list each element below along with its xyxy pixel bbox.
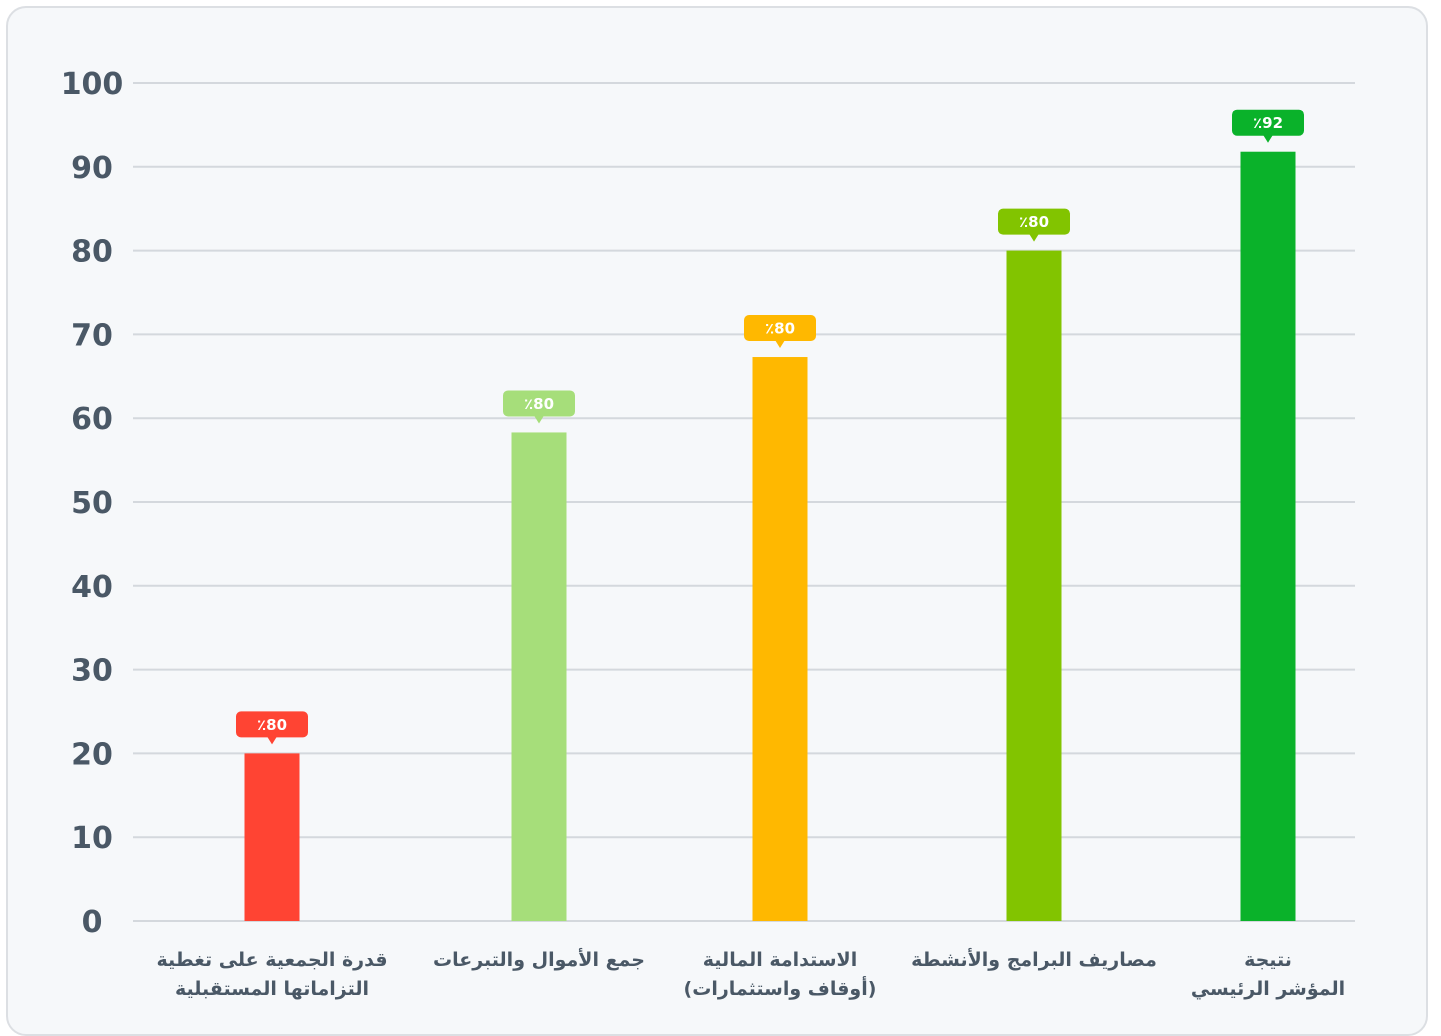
data-label-badge: ٪80 xyxy=(744,315,816,349)
category-label: قدرة الجمعية على تغطية xyxy=(156,949,387,971)
y-tick-label: 70 xyxy=(71,318,113,353)
badge-background xyxy=(998,208,1070,235)
badge-background xyxy=(1232,109,1304,136)
y-tick-label: 50 xyxy=(71,486,113,521)
bar xyxy=(1006,250,1062,922)
y-tick-label: 40 xyxy=(71,570,113,605)
badge-pointer xyxy=(1029,233,1039,242)
data-label: ٪92 xyxy=(1253,114,1283,132)
data-label: ٪80 xyxy=(524,395,554,413)
x-axis-categories: قدرة الجمعية على تغطية التزاماتها المستقب… xyxy=(156,948,1345,1000)
data-label-badge: ٪92 xyxy=(1232,109,1304,143)
y-tick-label: 10 xyxy=(71,821,113,856)
bar xyxy=(752,357,808,921)
chart-card xyxy=(6,6,1428,1036)
category-label: المؤشر الرئيسي xyxy=(1191,978,1345,1000)
data-labels: ٪80 ٪80 ٪80 ٪80 ٪92 xyxy=(236,109,1304,745)
category-label: مصاريف البرامج والأنشطة xyxy=(911,948,1157,971)
category-label: جمع الأموال والتبرعات xyxy=(433,948,645,971)
category-label: (أوقاف واستثمارات) xyxy=(684,976,877,1000)
data-label-badge: ٪80 xyxy=(998,208,1070,242)
y-tick-label: 80 xyxy=(71,235,113,270)
badge-pointer xyxy=(267,736,277,745)
badge-background xyxy=(503,390,575,417)
grid-lines xyxy=(133,82,1355,922)
category-label: نتيجة xyxy=(1244,949,1292,971)
badge-pointer xyxy=(775,340,785,349)
category-label: الاستدامة المالية xyxy=(703,949,857,971)
y-tick-label: 60 xyxy=(71,402,113,437)
bars xyxy=(244,151,1296,922)
bar xyxy=(244,753,300,921)
data-label: ٪80 xyxy=(1019,213,1049,231)
y-tick-label: 90 xyxy=(71,151,113,186)
y-tick-label: 0 xyxy=(82,905,103,940)
y-axis-ticks: 0 10 20 30 40 50 60 70 80 90 100 xyxy=(61,67,124,940)
data-label-badge: ٪80 xyxy=(236,711,308,745)
badge-pointer xyxy=(534,415,544,424)
badge-background xyxy=(236,711,308,738)
data-label: ٪80 xyxy=(257,716,287,734)
data-label-badge: ٪80 xyxy=(503,390,575,424)
data-label: ٪80 xyxy=(765,320,795,338)
bar xyxy=(1240,151,1296,921)
category-label: التزاماتها المستقبلية xyxy=(175,978,369,1000)
badge-background xyxy=(744,315,816,342)
y-tick-label: 20 xyxy=(71,737,113,772)
bar xyxy=(511,432,567,921)
badge-pointer xyxy=(1263,134,1273,143)
y-tick-label: 100 xyxy=(61,67,124,102)
y-tick-label: 30 xyxy=(71,654,113,689)
